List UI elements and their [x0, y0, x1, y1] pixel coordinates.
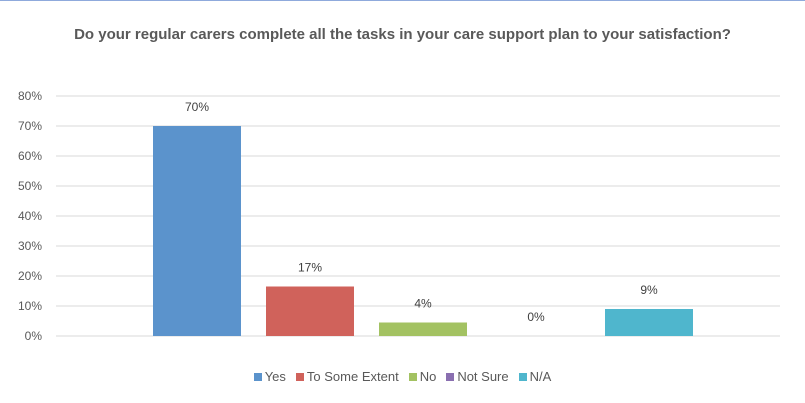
- y-tick-label: 0%: [25, 329, 43, 343]
- data-label: 17%: [298, 261, 322, 275]
- y-tick-label: 80%: [18, 89, 42, 103]
- y-tick-label: 30%: [18, 239, 42, 253]
- chart-title: Do your regular carers complete all the …: [74, 26, 731, 43]
- legend-label: Yes: [264, 369, 286, 384]
- data-label: 70%: [185, 100, 209, 114]
- legend-label: No: [419, 369, 437, 384]
- legend-item: N/A: [518, 369, 552, 384]
- legend-label: To Some Extent: [306, 369, 399, 384]
- legend-swatch: [295, 373, 304, 381]
- legend-swatch: [253, 373, 262, 381]
- y-tick-label: 20%: [18, 269, 42, 283]
- legend-label: Not Sure: [457, 369, 509, 384]
- bar-yes: [153, 126, 241, 336]
- y-tick-label: 10%: [18, 299, 42, 313]
- legend: Yes To Some Extent No Not Sure N/A: [0, 369, 805, 384]
- legend-swatch: [518, 373, 527, 381]
- legend-item: To Some Extent: [295, 369, 399, 384]
- legend-label: N/A: [529, 369, 552, 384]
- y-tick-label: 50%: [18, 179, 42, 193]
- y-tick-label: 40%: [18, 209, 42, 223]
- bar-n-a: [605, 309, 693, 336]
- bar-no: [379, 322, 467, 336]
- data-label: 4%: [414, 297, 432, 311]
- data-label: 0%: [527, 310, 545, 324]
- legend-swatch: [408, 373, 417, 381]
- data-label: 9%: [640, 283, 658, 297]
- legend-item: Yes: [253, 369, 286, 384]
- legend-item: Not Sure: [446, 369, 509, 384]
- y-tick-label: 60%: [18, 149, 42, 163]
- bar-to-some-extent: [266, 286, 354, 336]
- legend-item: No: [408, 369, 437, 384]
- y-tick-label: 70%: [18, 119, 42, 133]
- legend-swatch: [446, 373, 455, 381]
